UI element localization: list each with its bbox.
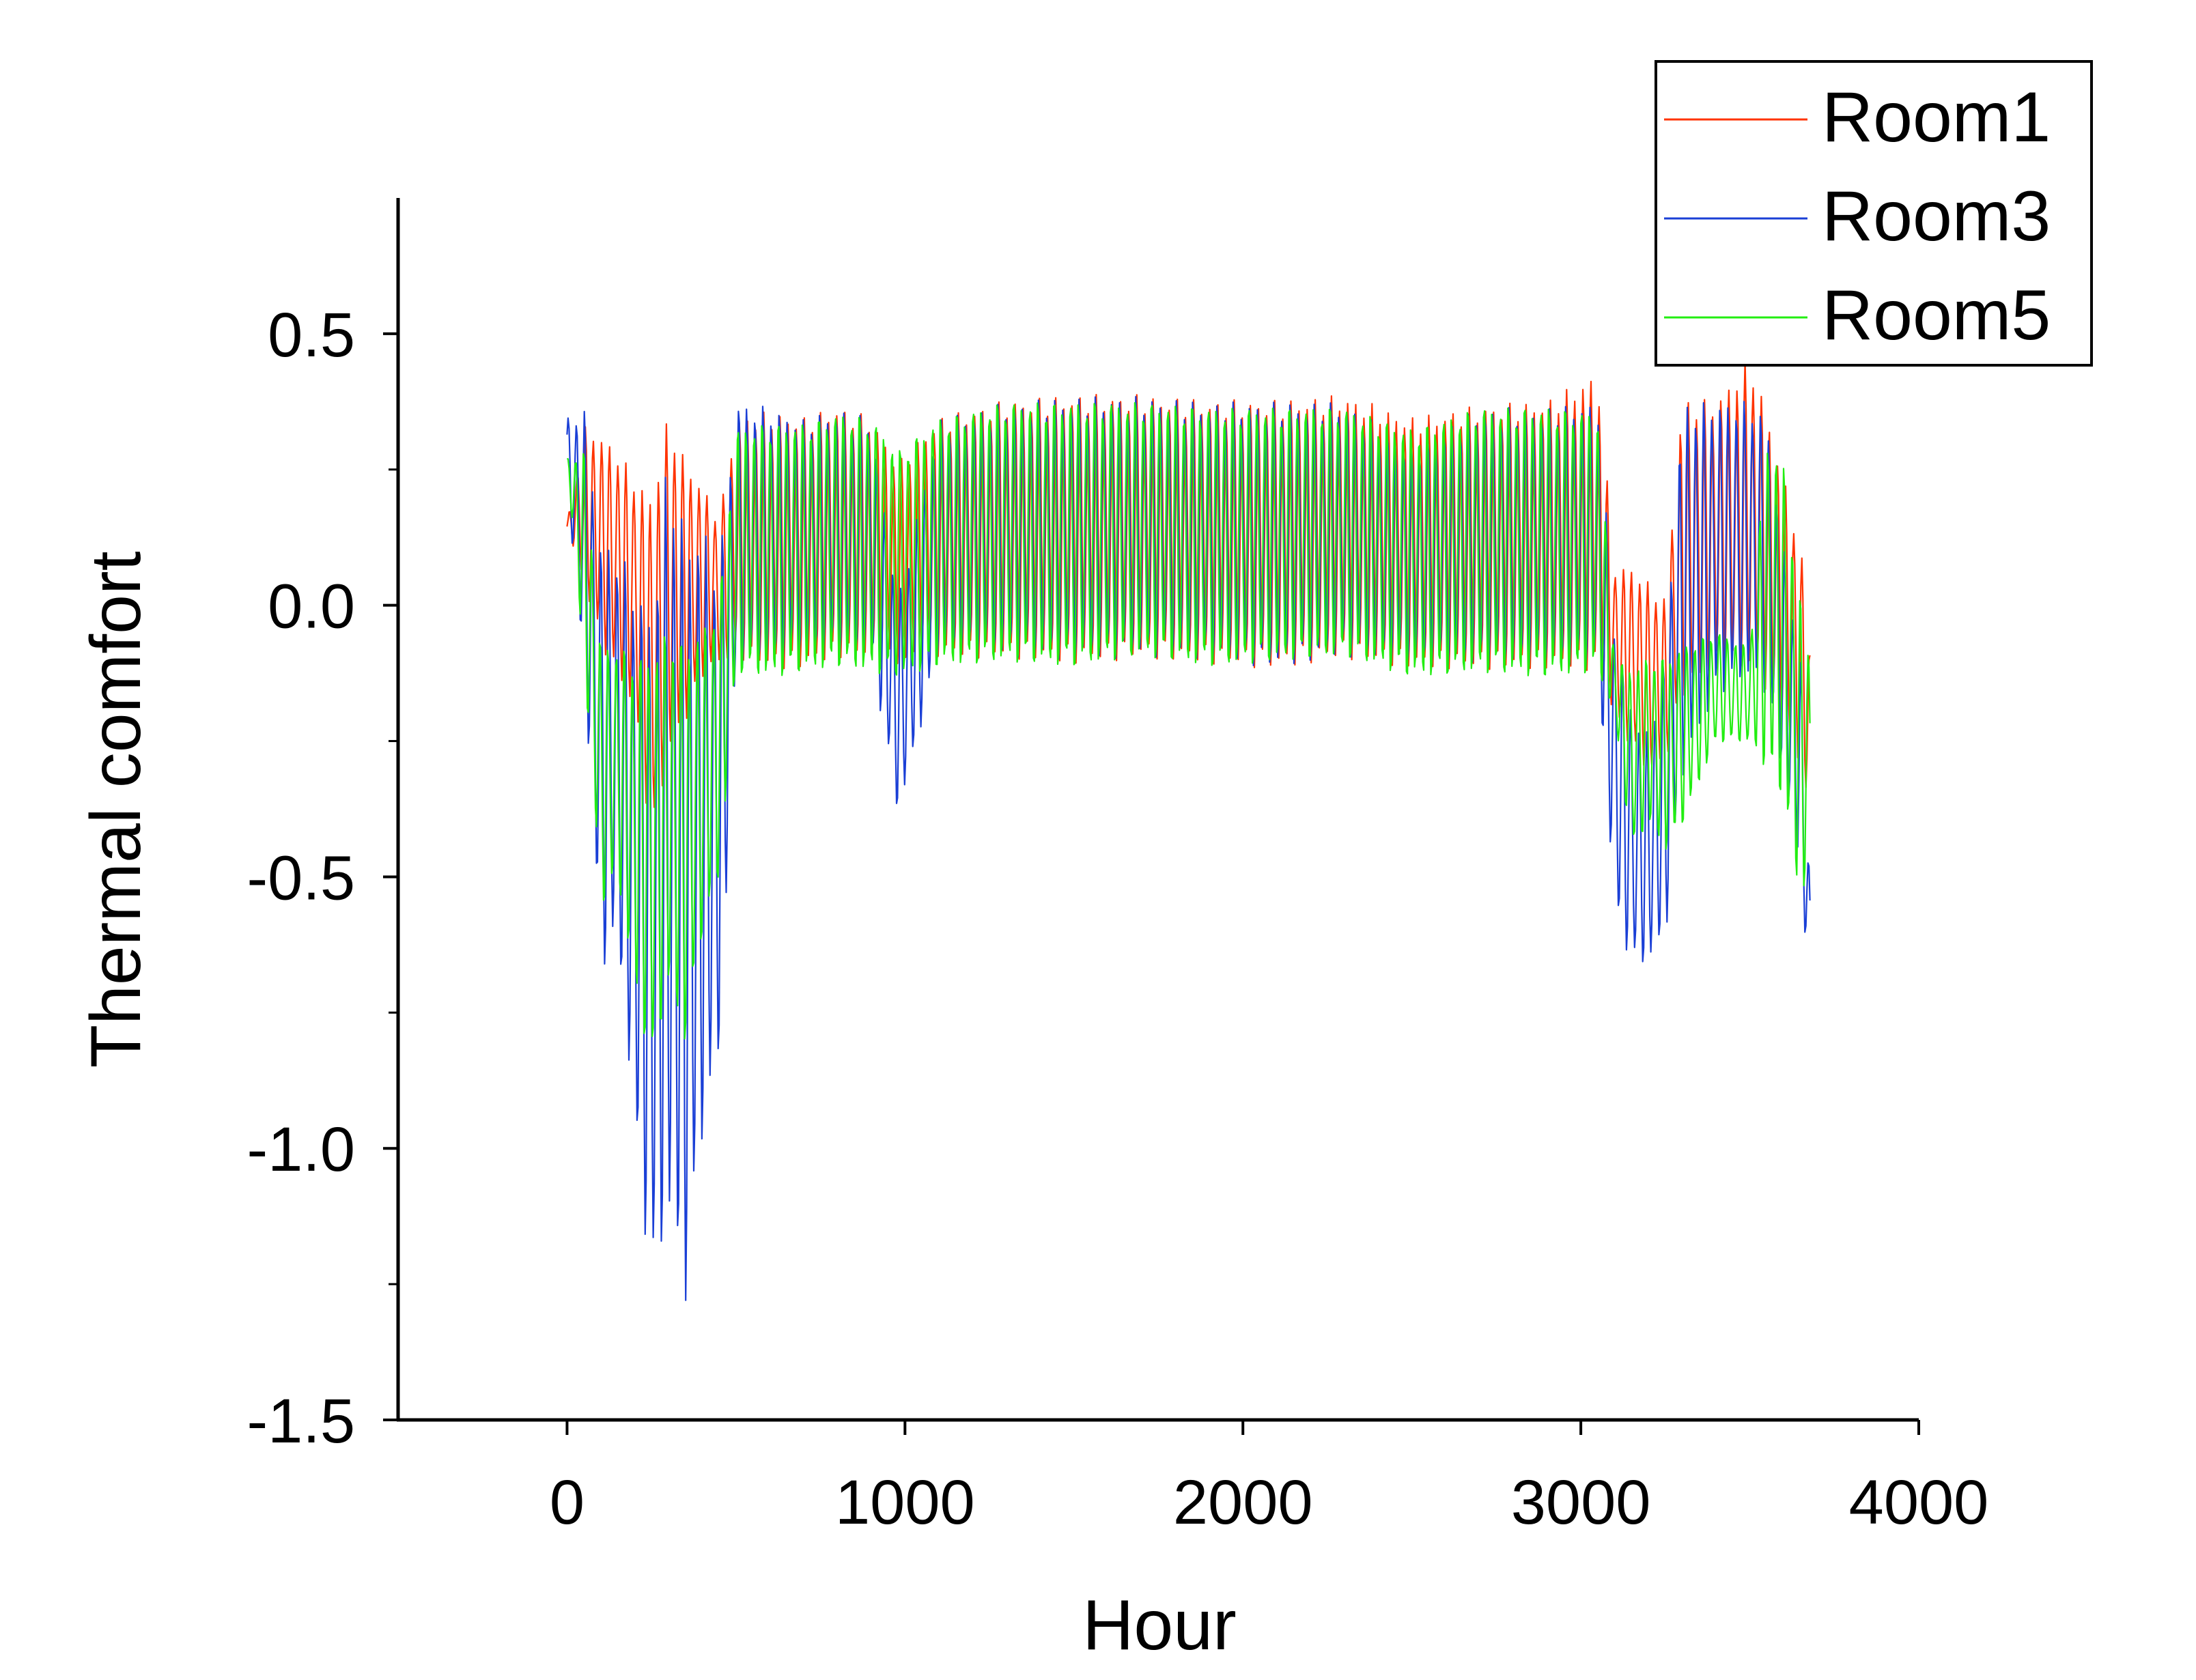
legend: Room1 Room3 Room5: [1655, 60, 2093, 367]
y-tick-label: -0.5: [247, 843, 355, 913]
x-ticks: 0 1000 2000 3000 4000: [550, 1420, 1988, 1537]
x-tick-label: 4000: [1849, 1468, 1989, 1537]
legend-label-room5: Room5: [1822, 276, 2051, 355]
x-axis-label: Hour: [1082, 1586, 1236, 1665]
x-tick-label: 2000: [1173, 1468, 1313, 1537]
x-tick-label: 3000: [1511, 1468, 1651, 1537]
series-line-room5: [566, 401, 1811, 1040]
x-tick-label: 0: [550, 1468, 585, 1537]
legend-label-room3: Room3: [1822, 177, 2051, 256]
y-tick-label: 0.5: [268, 300, 355, 370]
plot-series: [566, 360, 1811, 1301]
y-axis-label: Thermal comfort: [76, 551, 156, 1068]
y-tick-label: -1.5: [247, 1386, 355, 1456]
axes: 0 1000 2000 3000 4000 -1.5 -1.0 -0.5 0.0 0.5: [247, 198, 1988, 1537]
legend-label-room1: Room1: [1822, 78, 2051, 157]
legend-box: [1655, 60, 2093, 367]
x-tick-label: 1000: [835, 1468, 975, 1537]
y-ticks: -1.5 -1.0 -0.5 0.0 0.5: [247, 300, 398, 1456]
series-line-room3: [566, 395, 1811, 1301]
y-tick-label: 0.0: [268, 572, 355, 642]
y-tick-label: -1.0: [247, 1115, 355, 1184]
